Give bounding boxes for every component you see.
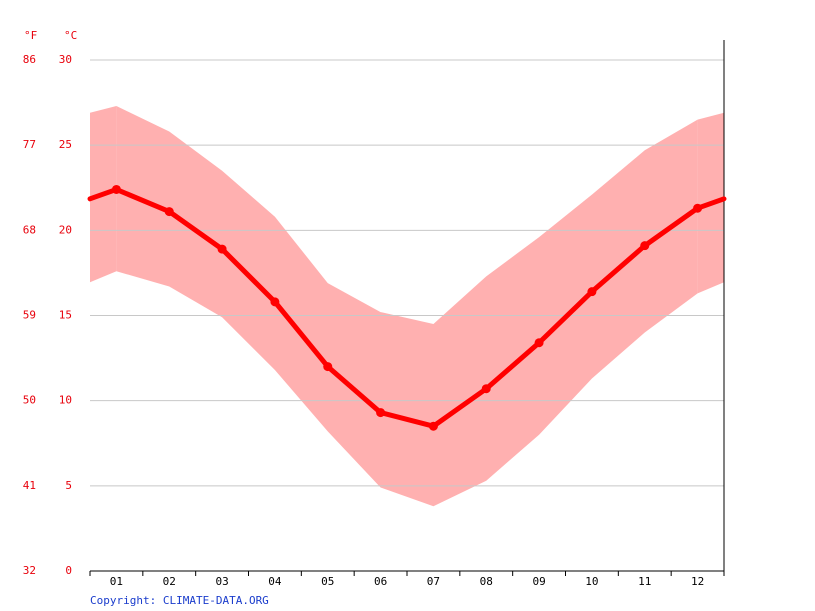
- mean-line: [115, 187, 700, 429]
- y-tick-label: 5: [65, 479, 72, 492]
- point: [481, 384, 491, 394]
- y2-tick-label: 86: [23, 53, 36, 66]
- point: [587, 287, 597, 297]
- point: [270, 297, 280, 307]
- x-tick-label: 07: [427, 575, 440, 588]
- y2-tick-label: 32: [23, 564, 36, 577]
- temp-range-band: [116, 105, 698, 507]
- x-tick-label: 02: [163, 575, 176, 588]
- line-edge: [695, 196, 727, 211]
- point: [323, 362, 333, 372]
- x-tick-label: 08: [480, 575, 493, 588]
- copyright: Copyright: CLIMATE-DATA.ORG: [90, 594, 269, 607]
- x-tick-label: 03: [215, 575, 228, 588]
- x-tick-label: 11: [638, 575, 651, 588]
- line-edge: [87, 186, 119, 202]
- y-tick-label: 0: [65, 564, 72, 577]
- x-tick-label: 05: [321, 575, 334, 588]
- x-tick-label: 06: [374, 575, 387, 588]
- point: [111, 184, 121, 194]
- point: [164, 207, 174, 217]
- y2-tick-label: 77: [23, 138, 36, 151]
- axis-label-c: °C: [64, 29, 77, 42]
- point: [217, 244, 227, 254]
- x-tick-label: 09: [532, 575, 545, 588]
- y2-tick-label: 41: [23, 479, 36, 492]
- y-tick-label: 30: [59, 53, 72, 66]
- x-tick-label: 04: [268, 575, 282, 588]
- x-tick-label: 10: [585, 575, 598, 588]
- y-tick-label: 15: [59, 309, 72, 322]
- y-tick-label: 20: [59, 223, 72, 236]
- point: [534, 338, 544, 348]
- y-tick-label: 10: [59, 394, 72, 407]
- y2-tick-label: 68: [23, 223, 36, 236]
- y2-tick-label: 59: [23, 309, 36, 322]
- x-tick-label: 12: [691, 575, 704, 588]
- point: [376, 408, 386, 418]
- point: [428, 421, 438, 431]
- y-tick-label: 25: [59, 138, 72, 151]
- axis-label-f: °F: [24, 29, 37, 42]
- point: [693, 203, 703, 213]
- y2-tick-label: 50: [23, 394, 36, 407]
- point: [640, 241, 650, 251]
- x-tick-label: 01: [110, 575, 123, 588]
